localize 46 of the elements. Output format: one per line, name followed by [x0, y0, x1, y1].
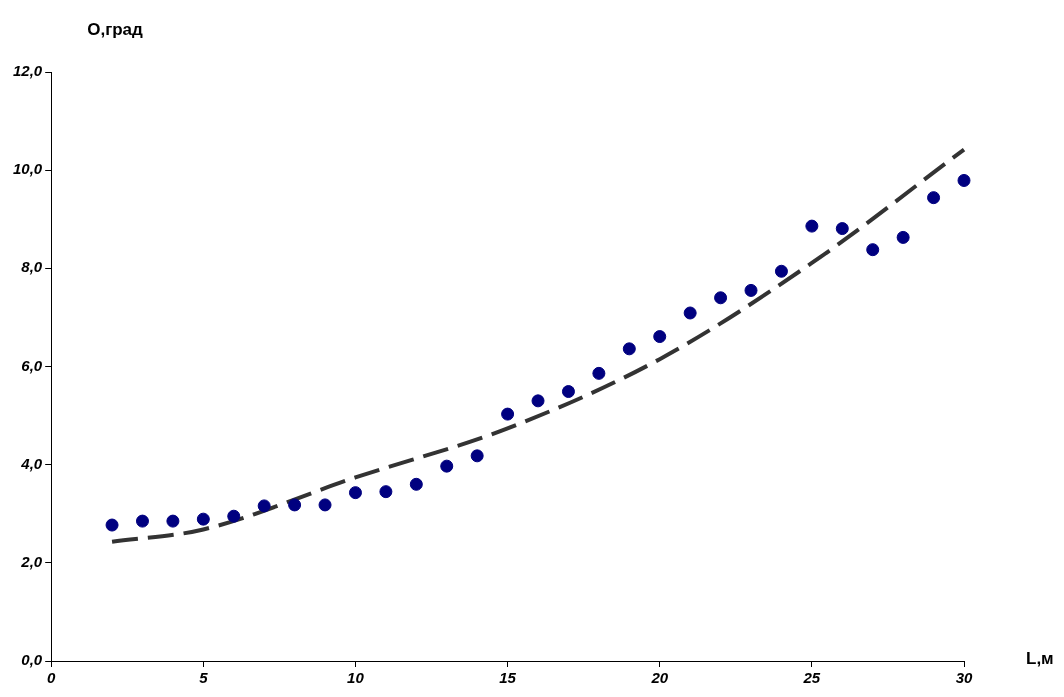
point [257, 499, 271, 513]
y-tick-label: 2,0 [20, 552, 43, 570]
point [196, 512, 210, 526]
point [501, 407, 515, 421]
x-tick-label: 25 [802, 669, 821, 687]
point [805, 219, 819, 233]
point [561, 385, 575, 399]
point [653, 330, 667, 344]
point [927, 191, 941, 205]
point [896, 230, 910, 244]
point [592, 366, 606, 380]
point [318, 498, 332, 512]
line-series [110, 147, 966, 544]
y-tick-label: 4,0 [20, 454, 43, 472]
point [105, 518, 119, 532]
y-axis-title: О,град [87, 19, 144, 39]
x-axis-title: L,м [1026, 648, 1054, 668]
point [348, 486, 362, 500]
point [714, 291, 728, 305]
y-tick-label: 12,0 [12, 62, 43, 80]
y-tick-label: 6,0 [21, 356, 43, 374]
x-tick-label: 0 [47, 669, 57, 687]
point [531, 394, 545, 408]
y-tick-label: 0,0 [21, 651, 43, 669]
point [409, 477, 423, 491]
point [227, 509, 241, 523]
point [135, 514, 149, 528]
y-tick-label: 8,0 [21, 258, 43, 276]
x-tick-label: 10 [347, 669, 365, 687]
point [744, 283, 758, 297]
point [774, 264, 788, 278]
point [835, 222, 849, 236]
point [288, 498, 302, 512]
x-tick-label: 5 [199, 669, 209, 687]
y-tick-label: 10,0 [12, 160, 43, 178]
point [379, 485, 393, 499]
point [622, 342, 636, 356]
point [166, 514, 180, 528]
x-tick-label: 20 [650, 669, 669, 687]
x-tick-label: 30 [955, 669, 973, 687]
point [470, 449, 484, 463]
point [440, 459, 454, 473]
x-tick-label: 15 [499, 669, 517, 687]
point [683, 306, 697, 320]
point [866, 243, 880, 257]
point [957, 173, 971, 187]
